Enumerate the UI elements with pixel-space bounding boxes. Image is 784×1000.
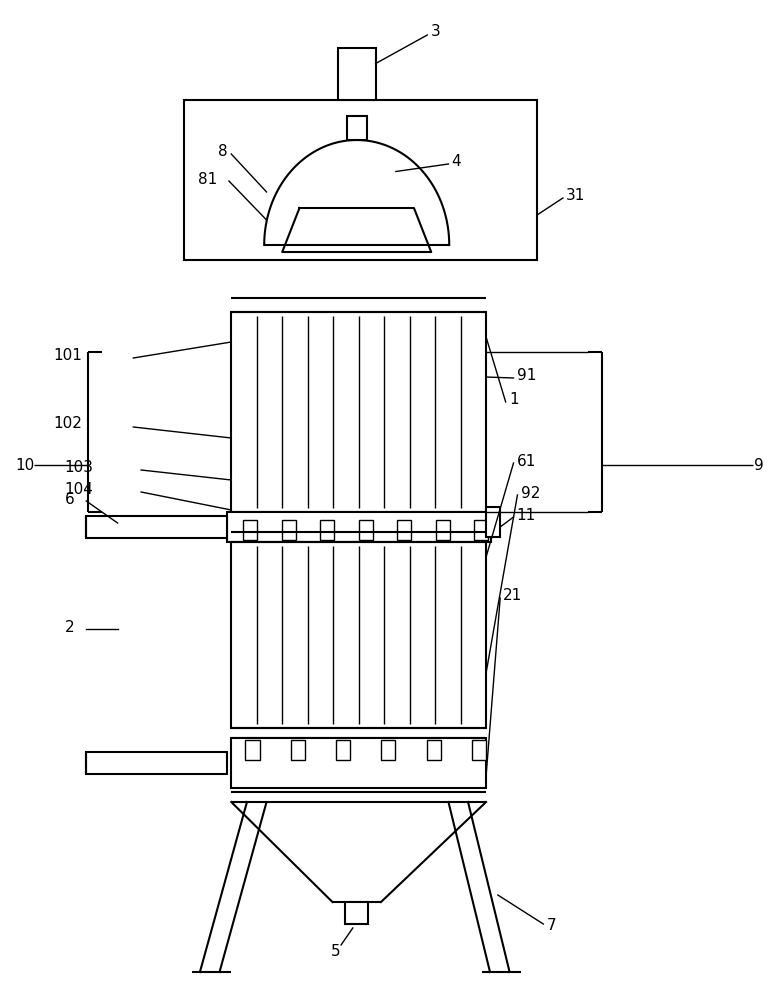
Bar xyxy=(486,507,500,537)
Bar xyxy=(231,738,486,788)
Text: 10: 10 xyxy=(16,458,35,473)
Text: 101: 101 xyxy=(53,348,82,362)
Bar xyxy=(231,542,486,728)
Bar xyxy=(291,740,305,760)
Bar xyxy=(320,520,334,540)
Bar xyxy=(184,100,537,260)
Text: 92: 92 xyxy=(521,486,540,500)
Bar xyxy=(397,520,412,540)
Text: 81: 81 xyxy=(198,172,217,188)
Bar xyxy=(231,312,486,512)
Bar xyxy=(345,902,368,924)
Text: 8: 8 xyxy=(218,144,227,159)
Text: 7: 7 xyxy=(547,918,557,934)
Text: 104: 104 xyxy=(64,483,93,497)
Text: 103: 103 xyxy=(64,460,93,475)
Bar xyxy=(358,520,373,540)
Bar xyxy=(243,520,257,540)
Text: 5: 5 xyxy=(331,944,340,960)
Text: 2: 2 xyxy=(65,620,74,636)
Text: 91: 91 xyxy=(517,368,536,383)
Text: 102: 102 xyxy=(53,416,82,432)
Text: 4: 4 xyxy=(452,154,461,169)
Bar xyxy=(227,512,491,542)
Bar xyxy=(381,740,395,760)
Bar xyxy=(245,740,260,760)
Text: 9: 9 xyxy=(754,458,764,473)
Text: 21: 21 xyxy=(503,588,523,603)
Bar xyxy=(281,520,296,540)
Bar xyxy=(86,516,227,538)
Text: 6: 6 xyxy=(65,492,74,508)
Text: 1: 1 xyxy=(510,392,519,408)
Bar xyxy=(474,520,488,540)
Bar xyxy=(472,740,486,760)
Bar xyxy=(338,48,376,100)
Text: 61: 61 xyxy=(517,454,536,468)
Bar xyxy=(86,752,227,774)
Text: 3: 3 xyxy=(431,24,441,39)
Bar xyxy=(336,740,350,760)
Bar xyxy=(347,116,367,140)
Text: 31: 31 xyxy=(566,188,586,204)
Bar xyxy=(436,520,450,540)
Text: 11: 11 xyxy=(517,508,536,522)
Bar xyxy=(426,740,441,760)
